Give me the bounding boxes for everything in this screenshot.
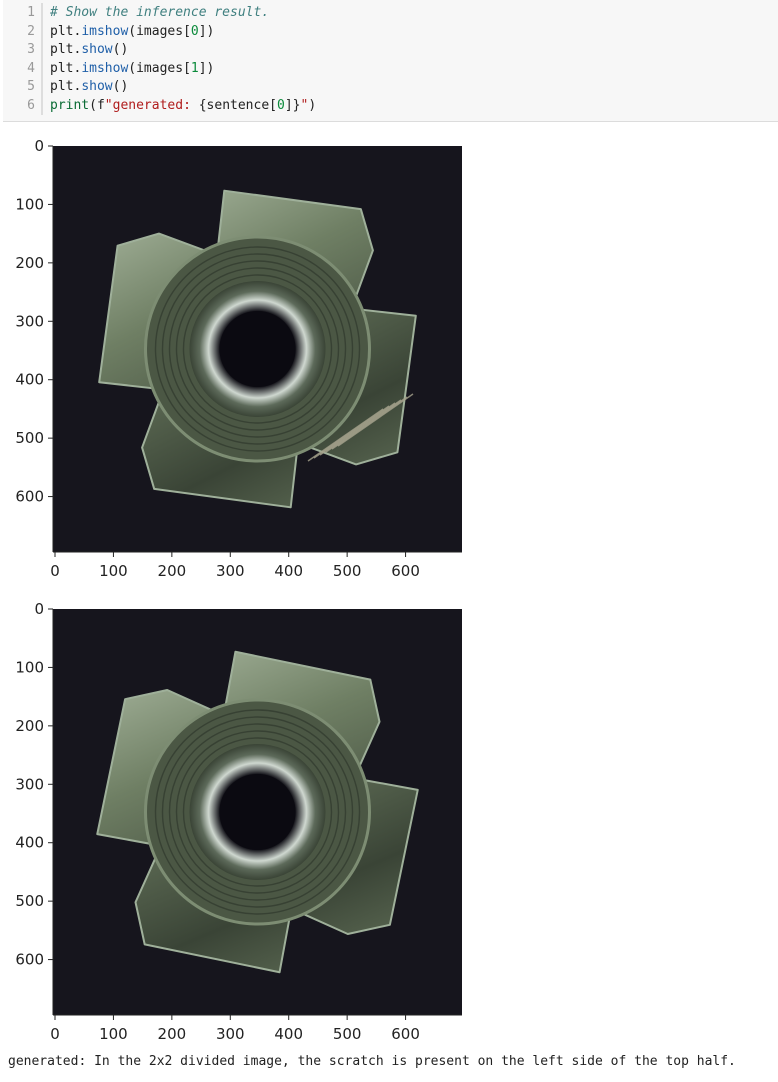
- cell-output-text: generated: In the 2x2 divided image, the…: [8, 1054, 736, 1069]
- x-tick-label: 600: [391, 562, 420, 580]
- code-token: (): [112, 42, 129, 58]
- y-tick-label: 300: [15, 775, 44, 793]
- gutter-separator: [41, 96, 43, 115]
- code-cell[interactable]: 1 # Show the inference result. 2 plt.imshow…: [3, 0, 778, 122]
- code-token: ]): [198, 60, 215, 76]
- code-token: ]): [198, 23, 215, 39]
- image-plot-2: 0 100 200 300 400 500 600 0 100 200 300 400 500 600: [0, 594, 480, 1049]
- y-tick-label: 200: [15, 254, 44, 272]
- y-tick-label: 600: [15, 488, 44, 506]
- plot-svg: 0 100 200 300 400 500 600 0 100 200 300 400 500 600: [15, 600, 462, 1043]
- y-tick-label: 500: [15, 892, 44, 910]
- code-token: plt.: [50, 60, 82, 76]
- gutter-separator: [41, 3, 43, 22]
- code-token: show: [81, 79, 113, 95]
- y-tick-label: 200: [15, 717, 44, 735]
- x-tick-label: 0: [50, 562, 60, 580]
- x-tick-label: 400: [274, 1025, 303, 1043]
- code-token: {sentence[: [198, 98, 277, 113]
- x-tick-label: 200: [158, 562, 187, 580]
- code-token: 0: [277, 98, 285, 113]
- line-number: 4: [27, 60, 35, 76]
- plot-svg: 0 100 200 300 400 500 600 0 100 200 300 400 500 600: [15, 137, 462, 580]
- code-token: 0: [190, 23, 199, 39]
- gutter-separator: [41, 58, 43, 78]
- y-tick-label: 600: [15, 951, 44, 969]
- x-tick-label: 100: [99, 1025, 128, 1043]
- code-token: (images[: [128, 23, 191, 39]
- y-tick-label: 500: [15, 429, 44, 447]
- code-line[interactable]: 2 plt.imshow(images[0]): [3, 21, 215, 41]
- code-token: plt.: [50, 23, 82, 39]
- code-line[interactable]: 6 print(f"generated: {sentence[0]}"): [3, 96, 316, 115]
- x-tick-label: 100: [99, 562, 128, 580]
- x-tick-label: 400: [274, 562, 303, 580]
- x-tick-label: 600: [391, 1025, 420, 1043]
- tee-nut-image: [96, 650, 419, 974]
- x-tick-label: 500: [333, 562, 362, 580]
- x-tick-label: 300: [216, 562, 245, 580]
- code-token: ): [308, 98, 317, 113]
- line-number: 1: [27, 5, 35, 20]
- code-token: "generated:: [104, 98, 199, 113]
- code-token: show: [81, 42, 113, 58]
- code-token: imshow: [81, 23, 129, 39]
- y-tick-label: 100: [15, 658, 44, 676]
- code-line[interactable]: 3 plt.show(): [3, 40, 129, 60]
- y-tick-label: 100: [15, 195, 44, 213]
- line-number: 6: [27, 98, 35, 113]
- y-tick-label: 300: [15, 312, 44, 330]
- image-plot-1: 0 100 200 300 400 500 600 0 100 200 300 400 500 600: [0, 131, 480, 586]
- code-token: imshow: [81, 60, 129, 76]
- code-token: (): [112, 79, 129, 95]
- code-token: ]}: [284, 98, 301, 113]
- tee-nut-image: [98, 189, 417, 509]
- code-token: ": [300, 98, 309, 113]
- x-tick-label: 200: [158, 1025, 187, 1043]
- code-token: plt.: [50, 79, 82, 95]
- line-number: 2: [27, 23, 35, 39]
- scratch-defect: [307, 393, 414, 462]
- x-tick-label: 300: [216, 1025, 245, 1043]
- x-tick-label: 0: [50, 1025, 60, 1043]
- code-line[interactable]: 4 plt.imshow(images[1]): [3, 58, 215, 78]
- code-token: (f: [89, 98, 105, 113]
- code-token: plt.: [50, 42, 82, 58]
- x-tick-label: 500: [333, 1025, 362, 1043]
- gutter-separator: [41, 40, 43, 60]
- gutter-separator: [41, 21, 43, 41]
- code-line[interactable]: 5 plt.show(): [3, 77, 129, 97]
- line-number: 3: [27, 42, 35, 58]
- code-token: # Show the inference result.: [50, 5, 270, 20]
- y-tick-label: 400: [15, 371, 44, 389]
- gutter-separator: [41, 77, 43, 97]
- line-number: 5: [27, 79, 35, 95]
- y-tick-label: 0: [34, 600, 44, 618]
- code-token: (images[: [128, 60, 191, 76]
- y-tick-label: 0: [34, 137, 44, 155]
- y-tick-label: 400: [15, 834, 44, 852]
- code-line[interactable]: 1 # Show the inference result.: [3, 3, 269, 22]
- code-token: 1: [190, 60, 199, 76]
- code-token: print: [50, 98, 90, 113]
